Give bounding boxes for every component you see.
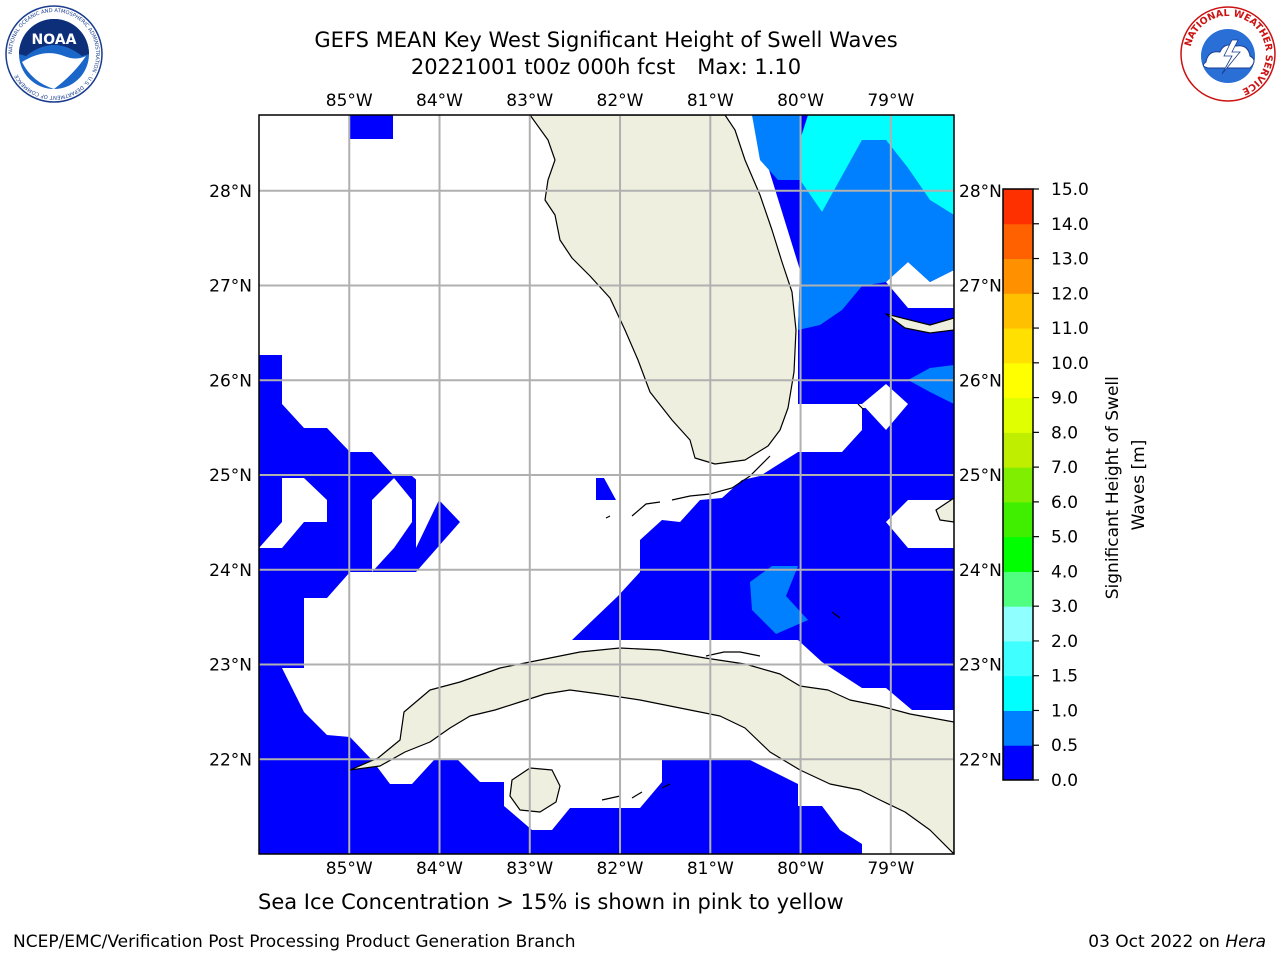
lon-label-top: 79°W	[867, 91, 914, 111]
lon-label-bottom: 82°W	[597, 859, 644, 879]
swell-field-high	[800, 115, 954, 215]
colorbar-swatch	[1003, 536, 1033, 572]
lat-label-right: 27°N	[959, 277, 1002, 297]
colorbar-tick-label: 8.0	[1051, 423, 1078, 443]
footer-host: Hera	[1225, 932, 1266, 952]
colorbar-tick-label: 12.0	[1051, 284, 1089, 304]
noaa-logo-icon: NATIONAL OCEANIC AND ATMOSPHERIC ADMINIS…	[5, 5, 103, 103]
lat-label-left: 24°N	[209, 561, 252, 581]
lon-label-top: 85°W	[326, 91, 373, 111]
bahamas-east	[935, 497, 954, 523]
colorbar-label: Significant Height of Swell Waves [m]	[1103, 371, 1149, 600]
bahamas-andros	[885, 313, 954, 334]
lat-label-left: 27°N	[209, 277, 252, 297]
colorbar-swatch	[1003, 640, 1033, 677]
lon-label-top: 80°W	[777, 91, 824, 111]
colorbar-tick-label: 1.0	[1051, 701, 1078, 721]
colorbar-swatch	[1003, 189, 1033, 225]
colorbar-tick-label: 4.0	[1051, 562, 1078, 582]
swell-field-mid	[750, 115, 954, 634]
colorbar-tick-label: 0.0	[1051, 771, 1078, 791]
footer-date: 03 Oct 2022 on Hera	[1088, 932, 1266, 952]
lon-label-bottom: 84°W	[416, 859, 463, 879]
lat-label-left: 25°N	[209, 466, 252, 486]
colorbar-tick-label: 2.0	[1051, 632, 1078, 652]
colorbar-swatch	[1003, 362, 1033, 399]
florida-peninsula	[529, 115, 797, 465]
colorbar-swatch	[1003, 501, 1033, 538]
colorbar-tick-label: 15.0	[1051, 180, 1089, 200]
colorbar-swatch	[1003, 571, 1033, 607]
lon-label-top: 82°W	[597, 91, 644, 111]
swell-field-holes	[259, 384, 954, 572]
chart-subtitle: 20221001 t00z 000h fcst Max: 1.10	[258, 54, 954, 80]
lat-label-right: 24°N	[959, 561, 1002, 581]
lon-label-bottom: 85°W	[326, 859, 373, 879]
colorbar-tick-label: 9.0	[1051, 389, 1078, 409]
colorbar-swatch	[1003, 606, 1033, 642]
lon-label-bottom: 83°W	[506, 859, 553, 879]
lon-labels-bottom: 85°W 84°W 83°W 82°W 81°W 80°W 79°W	[326, 859, 915, 879]
run-label: 20221001 t00z 000h fcst	[410, 55, 676, 79]
colorbar-swatch	[1003, 675, 1033, 711]
colorbar-tick-label: 11.0	[1051, 319, 1089, 339]
lat-label-right: 25°N	[959, 466, 1002, 486]
cuba	[349, 647, 954, 854]
colorbar-tick-label: 1.5	[1051, 667, 1078, 687]
lat-label-left: 26°N	[209, 371, 252, 391]
colorbar-tick-label: 0.5	[1051, 736, 1078, 756]
lat-label-right: 28°N	[959, 182, 1002, 202]
colorbar-tick-label: 6.0	[1051, 493, 1078, 513]
lat-label-right: 26°N	[959, 371, 1002, 391]
lon-label-bottom: 80°W	[777, 859, 824, 879]
colorbar-swatch	[1003, 258, 1033, 294]
nws-logo-icon: NATIONAL WEATHER SERVICE	[1180, 6, 1276, 102]
keys-and-cays	[601, 403, 865, 801]
colorbar-ticks: 15.0 14.0 13.0 12.0 11.0 10.0 9.0 8.0 7.0 6.0 5.0 4…	[1033, 180, 1089, 791]
lat-label-right: 23°N	[959, 656, 1002, 676]
colorbar-swatch	[1003, 432, 1033, 468]
colorbar	[1002, 188, 1034, 781]
colorbar-swatch	[1003, 745, 1033, 781]
lat-label-right: 22°N	[959, 750, 1002, 770]
lat-label-left: 23°N	[209, 656, 252, 676]
lon-label-bottom: 81°W	[687, 859, 734, 879]
footer-credit: NCEP/EMC/Verification Post Processing Pr…	[13, 932, 576, 952]
map-frame	[258, 114, 955, 855]
colorbar-swatch	[1003, 328, 1033, 364]
colorbar-tick-label: 14.0	[1051, 215, 1089, 235]
map-grid	[259, 115, 954, 854]
colorbar-frame	[1002, 188, 1034, 781]
colorbar-swatch	[1003, 223, 1033, 260]
lat-label-left: 28°N	[209, 182, 252, 202]
colorbar-swatch	[1003, 397, 1033, 433]
lon-label-bottom: 79°W	[867, 859, 914, 879]
lat-labels-left: 28°N 27°N 26°N 25°N 24°N 23°N 22°N	[209, 182, 252, 770]
isla-juventud	[509, 767, 561, 813]
max-label: Max: 1.10	[697, 55, 802, 79]
lon-labels-top: 85°W 84°W 83°W 82°W 81°W 80°W 79°W	[326, 91, 915, 111]
colorbar-tick-label: 7.0	[1051, 458, 1078, 478]
colorbar-swatch	[1003, 293, 1033, 329]
sea-ice-note: Sea Ice Concentration > 15% is shown in …	[258, 890, 844, 914]
colorbar-tick-label: 3.0	[1051, 597, 1078, 617]
lon-label-top: 81°W	[687, 91, 734, 111]
land	[349, 115, 954, 854]
colorbar-swatch	[1003, 467, 1033, 503]
noaa-logo-text: NOAA	[32, 32, 77, 48]
colorbar-tick-label: 13.0	[1051, 250, 1089, 270]
lon-label-top: 83°W	[506, 91, 553, 111]
lat-labels-right: 28°N 27°N 26°N 25°N 24°N 23°N 22°N	[959, 182, 1002, 770]
colorbar-tick-label: 10.0	[1051, 354, 1089, 374]
lon-label-top: 84°W	[416, 91, 463, 111]
colorbar-tick-label: 5.0	[1051, 528, 1078, 548]
chart-title: GEFS MEAN Key West Significant Height of…	[314, 28, 898, 52]
lat-label-left: 22°N	[209, 750, 252, 770]
colorbar-swatch	[1003, 710, 1033, 746]
